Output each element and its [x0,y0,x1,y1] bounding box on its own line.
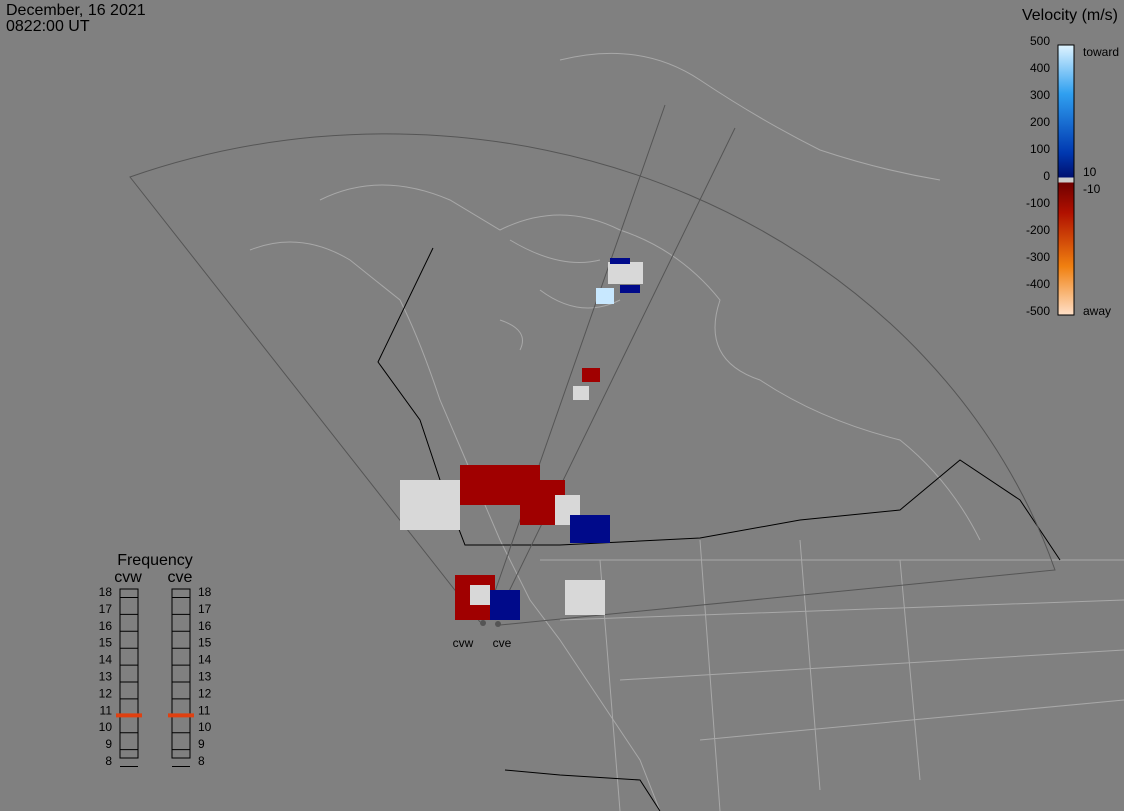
velocity-tick-label: 300 [1030,88,1050,102]
station-label: cvw [453,636,474,650]
frequency-tick-label: 14 [198,653,212,667]
velocity-tick-label: 100 [1030,142,1050,156]
frequency-tick-label: 13 [99,670,113,684]
station-cvw [480,620,486,626]
frequency-tick-label: 8 [105,754,112,768]
frequency-tick-label: 16 [99,619,113,633]
frequency-marker [168,713,194,718]
frequency-tick-label: 11 [198,703,211,717]
frequency-tick-label: 11 [100,703,113,717]
frequency-tick-label: 15 [99,636,113,650]
velocity-tick-label: -100 [1026,196,1050,210]
frequency-tick-label: 16 [198,619,212,633]
velocity-tick-label: -500 [1026,304,1050,318]
velocity-tick-label: -300 [1026,250,1050,264]
frequency-tick-label: 9 [105,737,112,751]
frequency-tick-label: 18 [198,585,212,599]
borders [377,247,1061,811]
frequency-tick-label: 14 [99,653,113,667]
frequency-tick-label: 17 [198,602,212,616]
frequency-tick-label: 8 [198,754,205,768]
lower-threshold: -10 [1083,182,1101,196]
radar-cells [400,258,643,620]
frequency-tick-label: 10 [99,720,113,734]
upper-threshold: 10 [1083,165,1097,179]
frequency-marker [116,713,142,718]
station-cve [495,621,501,627]
frequency-tick-label: 17 [99,602,113,616]
frequency-title: Frequency [117,552,193,569]
station-label: cve [493,636,512,650]
velocity-title: Velocity (m/s) [1022,7,1118,24]
frequency-tick-label: 9 [198,737,205,751]
velocity-tick-label: -400 [1026,277,1050,291]
radar-name: cvw [114,569,142,586]
velocity-tick-label: 200 [1030,115,1050,129]
frequency-tick-label: 12 [198,686,212,700]
velocity-tick-label: -200 [1026,223,1050,237]
frequency-tick-label: 13 [198,670,212,684]
toward-label: toward [1083,45,1119,59]
velocity-tick-label: 0 [1043,169,1050,183]
frequency-box [171,588,191,759]
away-label: away [1083,304,1111,318]
velocity-colorbar [1057,44,1075,316]
frequency-tick-label: 10 [198,720,212,734]
velocity-tick-label: 400 [1030,61,1050,75]
date: December, 16 2021 [6,2,146,19]
radar-name: cve [168,569,193,586]
frequency-tick-label: 12 [99,686,113,700]
time: 0822:00 UT [6,18,90,35]
fov [129,104,1056,626]
frequency-box [119,588,139,759]
frequency-tick-label: 18 [99,585,113,599]
coastlines [249,52,1124,811]
frequency-tick-label: 15 [198,636,212,650]
velocity-tick-label: 500 [1030,34,1050,48]
